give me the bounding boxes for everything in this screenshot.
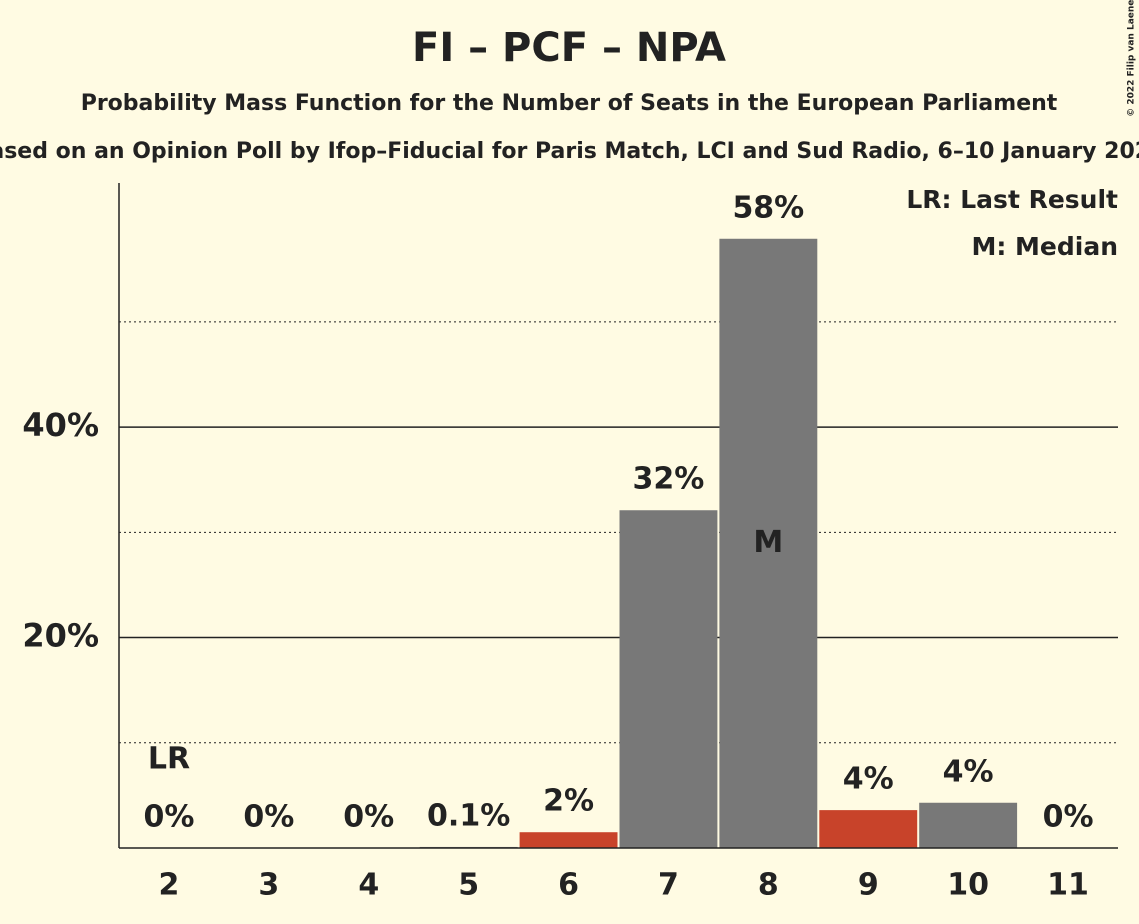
chart-subtitle: Based on an Opinion Poll by Ifop–Fiducia… — [0, 139, 1139, 164]
value-label: 4% — [843, 762, 894, 797]
value-label: 0% — [243, 800, 294, 835]
annotation: M — [753, 525, 783, 560]
bar — [919, 802, 1018, 848]
value-label: 0% — [1043, 800, 1094, 835]
x-tick-label: 7 — [658, 868, 679, 903]
value-label: 0% — [143, 800, 194, 835]
legend-entry: LR: Last Result — [906, 185, 1118, 214]
x-tick-label: 10 — [947, 868, 989, 903]
value-label: 0% — [343, 800, 394, 835]
x-tick-label: 6 — [558, 868, 579, 903]
value-label: 58% — [732, 190, 804, 225]
bar — [719, 238, 818, 849]
chart-title: FI – PCF – NPA — [412, 25, 726, 71]
bar — [819, 810, 918, 848]
copyright: © 2022 Filip van Laenen — [1127, 0, 1137, 117]
x-tick-label: 5 — [458, 868, 479, 903]
y-tick-label: 20% — [22, 617, 99, 655]
x-tick-label: 8 — [758, 868, 779, 903]
legend-entry: M: Median — [971, 232, 1118, 261]
bar — [619, 510, 718, 848]
value-label: 0.1% — [427, 798, 510, 833]
bar — [519, 832, 618, 848]
value-label: 32% — [633, 462, 705, 497]
x-tick-label: 2 — [159, 868, 180, 903]
y-tick-label: 40% — [22, 406, 99, 444]
value-label: 2% — [543, 784, 594, 819]
x-tick-label: 4 — [358, 868, 379, 903]
x-tick-label: 9 — [858, 868, 879, 903]
annotation: LR — [148, 742, 190, 777]
x-tick-label: 11 — [1047, 868, 1089, 903]
x-tick-label: 3 — [258, 868, 279, 903]
chart-subtitle: Probability Mass Function for the Number… — [81, 91, 1058, 116]
value-label: 4% — [943, 754, 994, 789]
